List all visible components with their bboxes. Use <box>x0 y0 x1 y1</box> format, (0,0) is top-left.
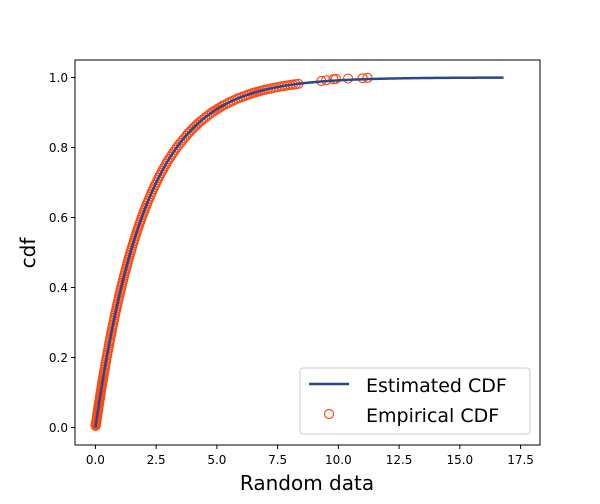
empirical-point <box>189 121 201 132</box>
y-tick-label: 0.8 <box>49 141 68 155</box>
x-tick-label: 15.0 <box>446 453 473 467</box>
legend: Estimated CDF Empirical CDF <box>299 367 531 435</box>
estimated-cdf-line <box>94 76 504 428</box>
empirical-point <box>330 73 342 85</box>
x-tick-label: 0.0 <box>86 453 105 467</box>
legend-circle-marker <box>323 408 335 420</box>
x-tick-label: 10.0 <box>325 453 352 467</box>
x-tick-label: 17.5 <box>507 453 534 467</box>
x-tick-label: 7.5 <box>268 453 287 467</box>
legend-label-estimated: Estimated CDF <box>366 375 507 397</box>
empirical-point <box>186 124 197 136</box>
y-tick-label: 0.0 <box>49 421 68 435</box>
y-tick-label: 1.0 <box>49 71 68 85</box>
plot-marks <box>90 72 504 431</box>
empirical-point <box>188 123 199 134</box>
legend-box <box>299 367 531 435</box>
empirical-point <box>182 128 194 139</box>
x-tick-label: 2.5 <box>147 453 166 467</box>
y-axis-label: cdf <box>16 237 40 269</box>
y-tick-label: 0.6 <box>49 211 68 225</box>
x-axis: 0.0 2.5 5.0 7.5 10.0 12.5 15.0 17.5 <box>86 445 534 467</box>
y-tick-label: 0.4 <box>49 281 68 295</box>
x-axis-label: Random data <box>240 471 374 495</box>
empirical-cdf-series <box>90 72 373 431</box>
x-tick-label: 5.0 <box>207 453 226 467</box>
y-tick-label: 0.2 <box>49 351 68 365</box>
x-tick-label: 12.5 <box>386 453 413 467</box>
legend-label-empirical: Empirical CDF <box>366 405 499 427</box>
empirical-point <box>184 126 195 137</box>
y-axis: 0.0 0.2 0.4 0.6 0.8 1.0 <box>49 71 75 435</box>
axes-frame <box>74 59 541 446</box>
